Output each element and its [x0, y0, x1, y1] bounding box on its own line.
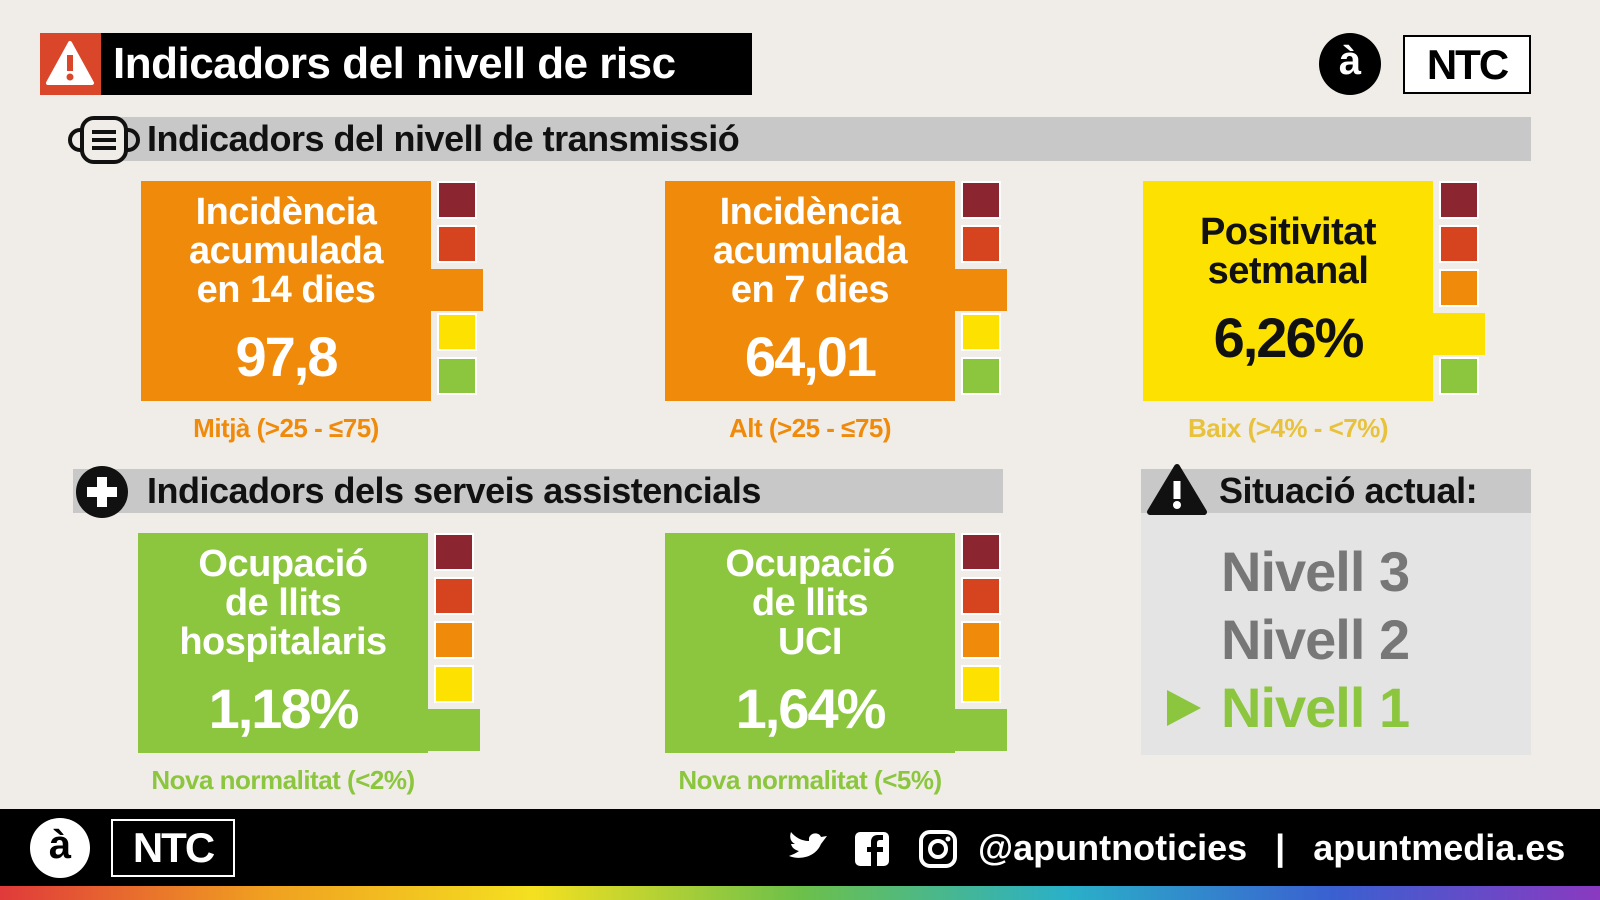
- indicator-card: Incidència acumulada en 7 dies 64,01: [665, 181, 955, 401]
- scale-block: [961, 313, 1001, 351]
- scale-block-active: [1431, 313, 1485, 355]
- scale-block: [437, 313, 477, 351]
- scale-block: [1439, 269, 1479, 307]
- logo-mark: à: [1319, 33, 1381, 95]
- scale-block: [961, 533, 1001, 571]
- website[interactable]: apuntmedia.es: [1313, 827, 1566, 868]
- status-level: Nivell 2: [1221, 608, 1410, 671]
- indicator-card: Ocupació de llits UCI 1,64%: [665, 533, 955, 753]
- scale-block: [961, 225, 1001, 263]
- section-bar: [112, 117, 1531, 161]
- card-title-line: en 7 dies: [730, 269, 890, 311]
- social-icons: [789, 830, 957, 868]
- indicator-card: Incidència acumulada en 14 dies 97,8: [141, 181, 431, 401]
- section-title: Indicadors del nivell de transmissió: [147, 118, 740, 159]
- footer-logo-mark: à: [30, 818, 90, 878]
- card-value: 1,18%: [208, 677, 360, 740]
- warning-icon: [46, 41, 94, 85]
- scale-block: [961, 181, 1001, 219]
- scale-block: [434, 533, 474, 571]
- card-caption: Mitjà (>25 - ≤75): [193, 413, 379, 443]
- section-title: Indicadors dels serveis assistencials: [147, 470, 761, 511]
- card-title-line: de llits: [751, 582, 869, 624]
- footer-strip: [0, 886, 1600, 900]
- page-title: Indicadors del nivell de risc: [101, 33, 752, 95]
- card-title-line: acumulada: [188, 230, 384, 272]
- card-caption: Nova normalitat (<2%): [151, 765, 415, 795]
- card-value: 97,8: [235, 325, 339, 388]
- scale-block-active: [953, 269, 1007, 311]
- status-level: Nivell 3: [1221, 540, 1410, 603]
- indicator-card: Ocupació de llits hospitalaris 1,18%: [138, 533, 428, 753]
- card-title-line: Ocupació: [725, 543, 895, 585]
- scale-block: [1439, 357, 1479, 395]
- scale-block: [961, 665, 1001, 703]
- active-arrow: [1163, 688, 1203, 728]
- scale-block-active: [953, 709, 1007, 751]
- card-title-line: Incidència: [719, 191, 901, 233]
- status-level: Nivell 1: [1221, 676, 1410, 739]
- footer-logo-text: NTC: [111, 819, 235, 877]
- card-title-line: en 14 dies: [196, 269, 376, 311]
- card-value: 1,64%: [735, 677, 887, 740]
- scale-block: [1439, 225, 1479, 263]
- card-title-line: hospitalaris: [179, 621, 387, 663]
- card-title-line: acumulada: [712, 230, 908, 272]
- logo-text: NTC: [1403, 35, 1531, 94]
- scale-block: [434, 621, 474, 659]
- warning-icon: [1147, 464, 1207, 515]
- scale-block: [434, 577, 474, 615]
- warning-box: [40, 33, 101, 95]
- card-caption: Baix (>4% - <7%): [1187, 413, 1389, 443]
- plus-icon: [76, 466, 128, 518]
- footer-links: @apuntnoticies | apuntmedia.es: [978, 826, 1565, 870]
- card-title-line: Ocupació: [198, 543, 368, 585]
- status-panel: [1141, 513, 1531, 755]
- scale-block: [961, 357, 1001, 395]
- card-title-line: UCI: [778, 621, 842, 663]
- card-title-line: Incidència: [195, 191, 377, 233]
- scale-block-active: [429, 269, 483, 311]
- arrow: [1167, 690, 1201, 726]
- scale-block: [437, 181, 477, 219]
- card-caption: Alt (>25 - ≤75): [728, 413, 892, 443]
- scale-block: [437, 357, 477, 395]
- card-title-line: setmanal: [1207, 249, 1369, 292]
- scale-block: [961, 621, 1001, 659]
- scale-block: [434, 665, 474, 703]
- separator: |: [1275, 827, 1286, 868]
- status-bar: [1141, 469, 1531, 513]
- indicator-card: Positivitat setmanal 6,26%: [1143, 181, 1433, 401]
- scale-block: [437, 225, 477, 263]
- scale-block: [961, 577, 1001, 615]
- card-title-line: de llits: [224, 582, 342, 624]
- status-title: Situació actual:: [1219, 470, 1478, 511]
- scale-block-active: [426, 709, 480, 751]
- scale-block: [1439, 181, 1479, 219]
- card-value: 64,01: [744, 325, 877, 388]
- handle[interactable]: @apuntnoticies: [978, 827, 1248, 868]
- card-title-line: Positivitat: [1199, 210, 1377, 253]
- mask-icon: [68, 116, 140, 164]
- section-bar: [73, 469, 1003, 513]
- card-value: 6,26%: [1213, 305, 1365, 369]
- card-caption: Nova normalitat (<5%): [678, 765, 942, 795]
